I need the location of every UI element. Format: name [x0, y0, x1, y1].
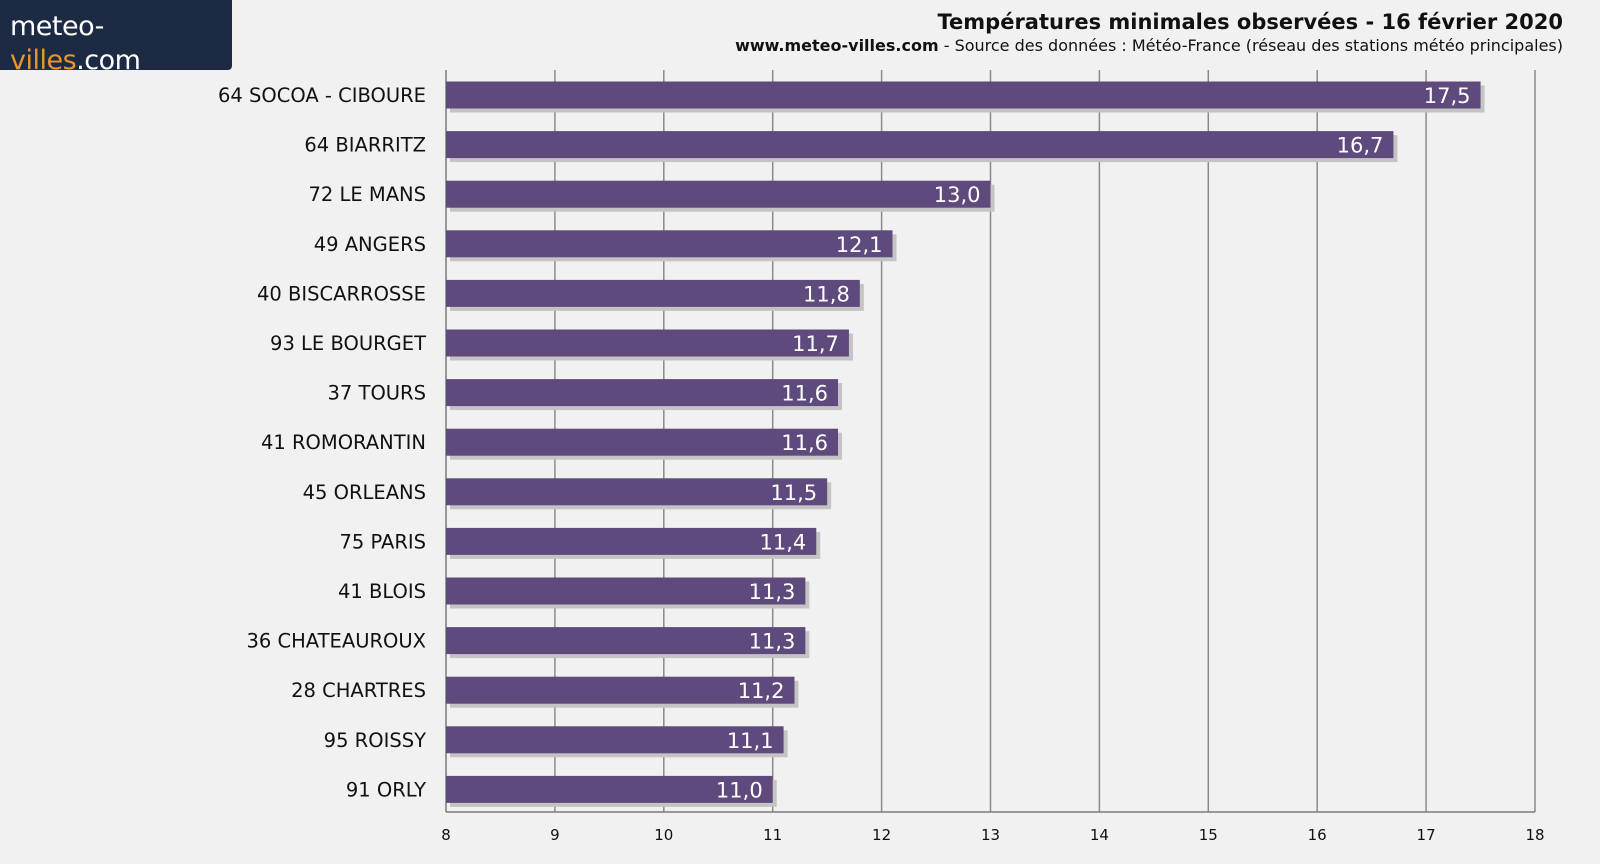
- bar: [446, 527, 817, 555]
- category-label: 64 SOCOA - CIBOURE: [218, 84, 426, 107]
- data-label: 11,7: [792, 332, 839, 356]
- category-label: 45 ORLEANS: [303, 481, 426, 504]
- category-label: 64 BIARRITZ: [304, 134, 426, 157]
- x-tick-label: 11: [763, 826, 782, 844]
- category-label: 91 ORLY: [346, 778, 426, 801]
- x-tick-label: 9: [550, 826, 560, 844]
- bar: [446, 131, 1394, 159]
- bar: [446, 627, 806, 655]
- data-label: 11,1: [727, 729, 774, 753]
- data-label: 11,8: [803, 282, 850, 306]
- chart-subtitle: www.meteo-villes.com - Source des donnée…: [735, 36, 1563, 55]
- bar: [446, 428, 839, 456]
- category-label: 41 BLOIS: [338, 580, 426, 603]
- data-label: 11,6: [781, 382, 828, 406]
- data-label: 11,2: [738, 679, 785, 703]
- data-label: 17,5: [1424, 84, 1471, 108]
- category-label: 36 CHATEAUROUX: [247, 630, 427, 653]
- site-logo[interactable]: meteo-villes.com: [0, 0, 232, 76]
- data-label: 11,6: [781, 431, 828, 455]
- x-tick-label: 15: [1199, 826, 1218, 844]
- category-label: 49 ANGERS: [314, 233, 426, 256]
- bar: [446, 329, 849, 357]
- logo-text: meteo-villes.com: [10, 10, 232, 78]
- bar: [446, 230, 893, 258]
- data-label: 11,3: [749, 630, 796, 654]
- data-label: 16,7: [1337, 134, 1384, 158]
- category-label: 72 LE MANS: [308, 183, 426, 206]
- category-label: 40 BISCARROSSE: [257, 282, 426, 305]
- x-tick-label: 16: [1308, 826, 1327, 844]
- bar: [446, 726, 784, 754]
- logo-part-meteo: meteo-: [10, 11, 104, 42]
- x-tick-label: 17: [1417, 826, 1436, 844]
- data-label: 12,1: [836, 233, 883, 257]
- x-tick-label: 13: [981, 826, 1000, 844]
- category-label: 93 LE BOURGET: [270, 332, 426, 355]
- data-label: 13,0: [934, 183, 981, 207]
- data-label: 11,3: [749, 580, 796, 604]
- chart-title: Températures minimales observées - 16 fé…: [937, 10, 1563, 34]
- bar: [446, 180, 991, 208]
- x-tick-label: 8: [441, 826, 451, 844]
- logo-part-villes: villes: [10, 45, 77, 76]
- category-label: 28 CHARTRES: [291, 679, 426, 702]
- category-label: 75 PARIS: [339, 530, 426, 553]
- category-label: 41 ROMORANTIN: [261, 431, 426, 454]
- site-url[interactable]: www.meteo-villes.com: [735, 36, 939, 55]
- data-label: 11,0: [716, 778, 763, 802]
- category-label: 37 TOURS: [328, 382, 426, 405]
- x-tick-label: 18: [1525, 826, 1544, 844]
- bar: [446, 775, 773, 803]
- logo-part-com: .com: [76, 45, 141, 76]
- data-label: 11,4: [759, 530, 806, 554]
- data-label: 11,5: [770, 481, 817, 505]
- x-tick-label: 10: [654, 826, 673, 844]
- data-source: - Source des données : Météo-France (rés…: [938, 36, 1563, 55]
- bar: [446, 577, 806, 605]
- bar: [446, 279, 860, 307]
- category-label: 95 ROISSY: [324, 729, 426, 752]
- bar: [446, 379, 839, 407]
- bar: [446, 81, 1481, 109]
- x-tick-label: 14: [1090, 826, 1109, 844]
- bar: [446, 478, 828, 506]
- bar: [446, 676, 795, 704]
- x-tick-label: 12: [872, 826, 891, 844]
